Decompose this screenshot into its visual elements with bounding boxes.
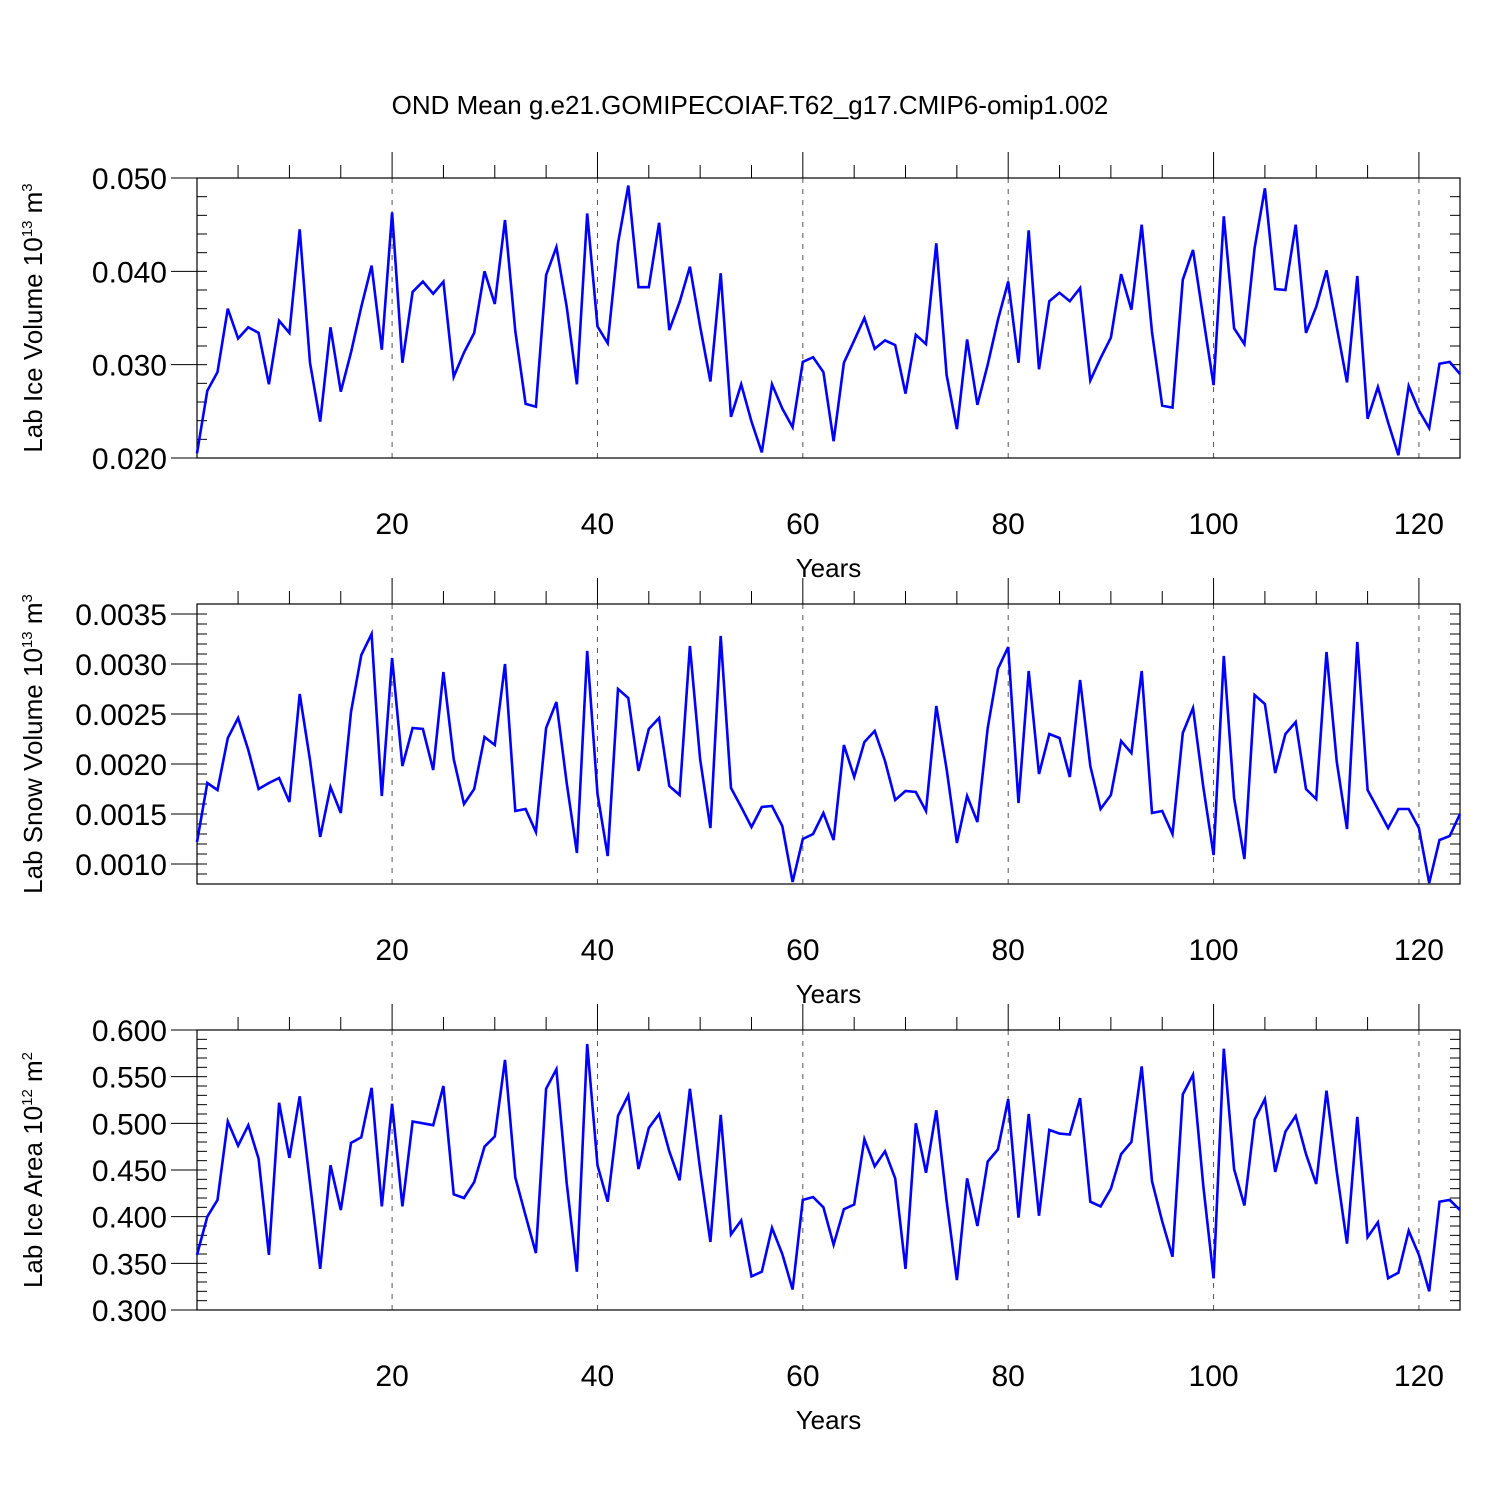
y-axis-label: Lab Ice Area 1012 m2 xyxy=(18,1052,48,1288)
chart-panel-1: 0.020 0.030 0.040 0.050 20 40 60 80 100 120 Years L… xyxy=(18,152,1461,583)
y-tick-label: 0.0010 xyxy=(75,849,167,882)
x-tick-label: 120 xyxy=(1394,934,1444,967)
figure-title: OND Mean g.e21.GOMIPECOIAF.T62_g17.CMIP6… xyxy=(392,90,1109,120)
x-axis-label: Years xyxy=(796,553,862,583)
y-tick-label: 0.030 xyxy=(92,350,167,383)
y-tick-label: 0.0025 xyxy=(75,699,167,732)
y-tick-label: 0.040 xyxy=(92,256,167,289)
x-tick-label: 100 xyxy=(1189,508,1239,541)
series-line xyxy=(195,1043,1461,1292)
y-axis-label: Lab Snow Volume 1013 m3 xyxy=(18,594,48,894)
y-tick-label: 0.0015 xyxy=(75,799,167,832)
plot-frame xyxy=(196,177,1461,459)
x-tick-label: 40 xyxy=(581,1360,614,1393)
y-tick-label: 0.050 xyxy=(92,163,167,196)
y-tick-label: 0.450 xyxy=(92,1155,167,1188)
y-tick-label: 0.500 xyxy=(92,1108,167,1141)
y-tick-label: 0.0020 xyxy=(75,749,167,782)
x-tick-label: 80 xyxy=(992,934,1025,967)
x-tick-label: 120 xyxy=(1394,1360,1444,1393)
x-axis-label: Years xyxy=(796,979,862,1009)
x-tick-label: 20 xyxy=(375,1360,408,1393)
series-line xyxy=(195,629,1462,884)
y-tick-label: 0.020 xyxy=(92,443,167,476)
x-tick-label: 40 xyxy=(581,508,614,541)
chart-panel-3: 0.300 0.350 0.400 0.450 0.500 0.550 0.600 20 40 6… xyxy=(18,1004,1461,1435)
y-tick-label: 0.350 xyxy=(92,1248,167,1281)
chart-panel-2: 0.0010 0.0015 0.0020 0.0025 0.0030 0.0035 20 40… xyxy=(18,578,1462,1009)
series-line xyxy=(195,185,1461,456)
y-tick-label: 0.0030 xyxy=(75,649,167,682)
x-tick-label: 100 xyxy=(1189,934,1239,967)
x-axis-label: Years xyxy=(796,1405,862,1435)
y-tick-label: 0.400 xyxy=(92,1202,167,1235)
x-tick-label: 80 xyxy=(992,508,1025,541)
x-tick-label: 20 xyxy=(375,508,408,541)
x-tick-label: 40 xyxy=(581,934,614,967)
x-tick-label: 60 xyxy=(786,1360,819,1393)
x-tick-label: 60 xyxy=(786,508,819,541)
y-tick-label: 0.600 xyxy=(92,1015,167,1048)
x-tick-label: 120 xyxy=(1394,508,1444,541)
x-tick-label: 100 xyxy=(1189,1360,1239,1393)
x-tick-label: 60 xyxy=(786,934,819,967)
y-axis-label: Lab Ice Volume 1013 m3 xyxy=(18,183,48,452)
x-tick-label: 20 xyxy=(375,934,408,967)
y-tick-label: 0.0035 xyxy=(75,599,167,632)
y-tick-label: 0.300 xyxy=(92,1295,167,1328)
y-tick-label: 0.550 xyxy=(92,1062,167,1095)
x-tick-label: 80 xyxy=(992,1360,1025,1393)
